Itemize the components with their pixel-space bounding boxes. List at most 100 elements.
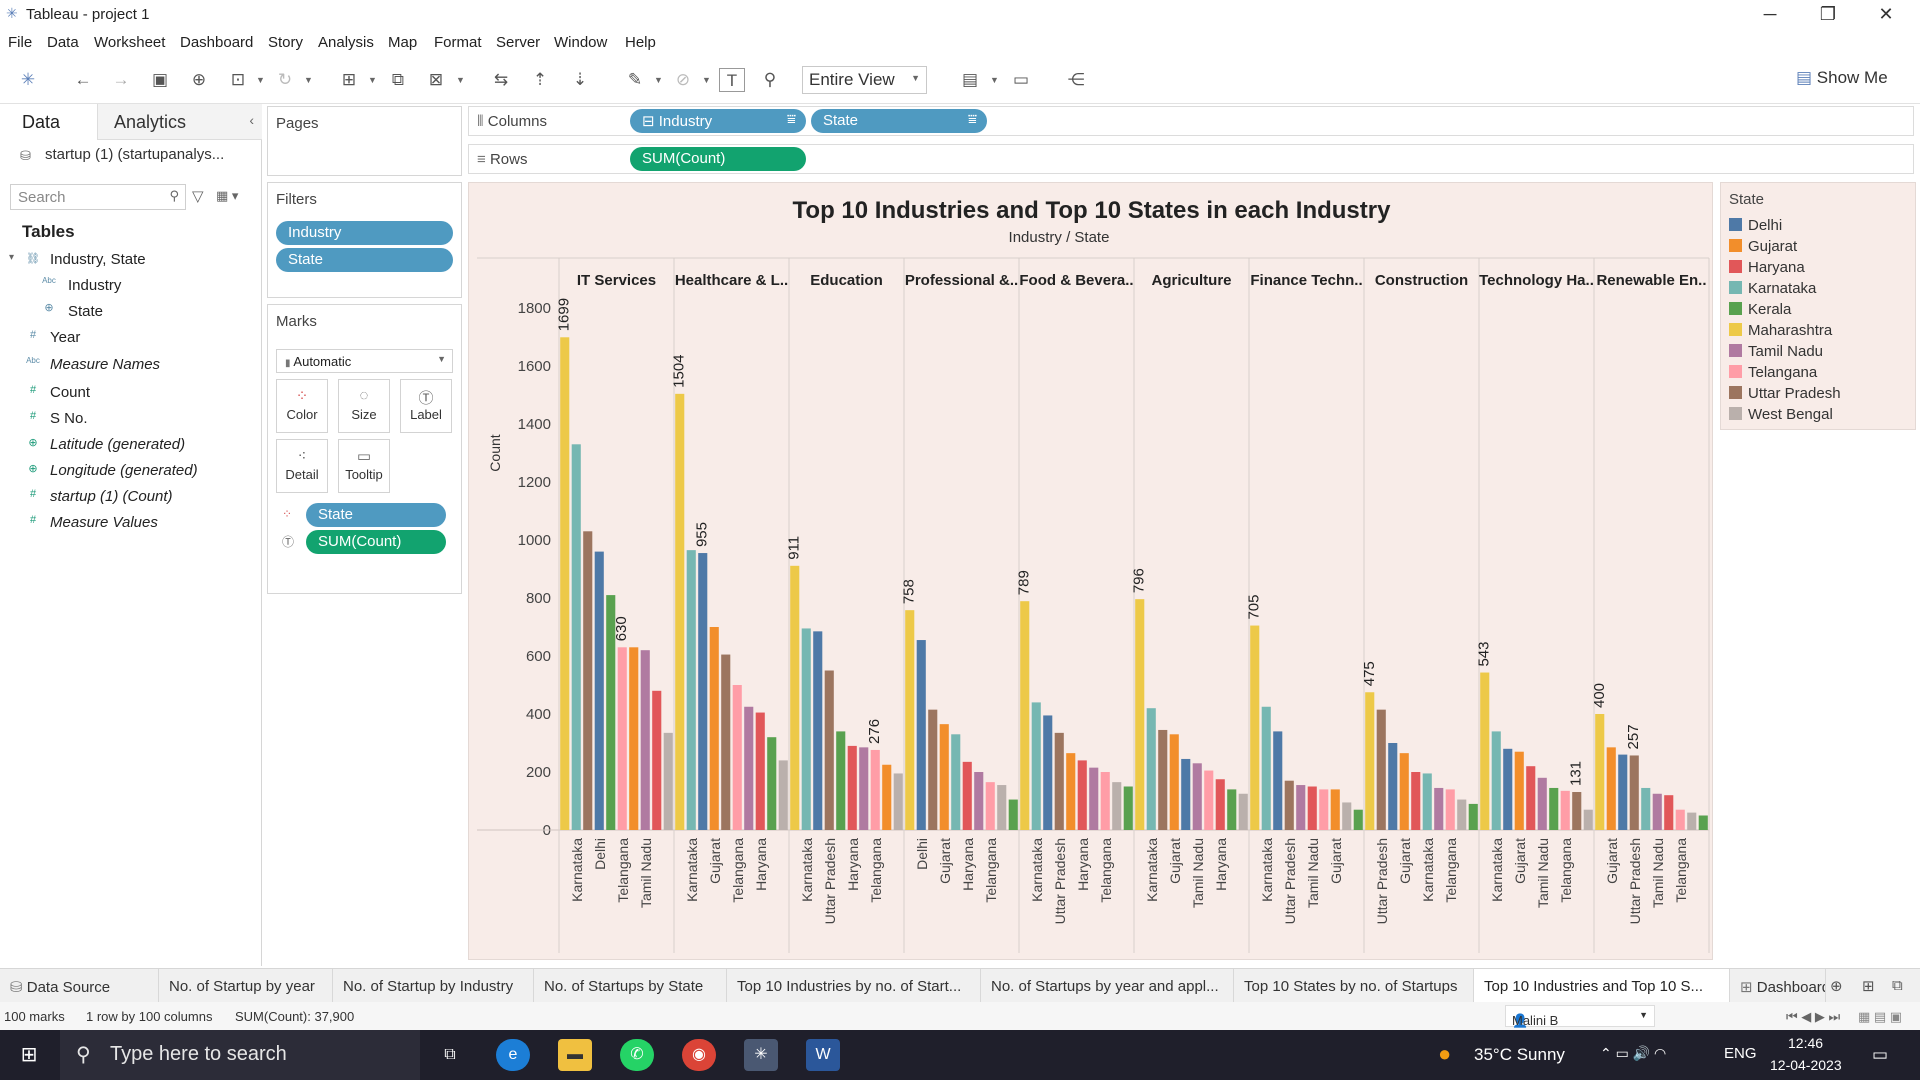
new-worksheet-tab-icon[interactable]: ⊕ <box>1830 978 1843 995</box>
chevron-down-icon[interactable]: ▼ <box>702 75 711 85</box>
pause-updates-icon[interactable]: ⊡ <box>230 70 246 89</box>
menu-data[interactable]: Data <box>47 34 79 51</box>
fit-dropdown[interactable]: Entire View ▼ <box>802 66 927 94</box>
field-search-input[interactable]: Search ⚲ <box>10 184 186 210</box>
group-icon[interactable]: ⊘ <box>675 70 691 89</box>
tab-sheet[interactable]: Top 10 Industries by no. of Start... <box>727 969 981 1003</box>
tab-sheet[interactable]: Top 10 States by no. of Startups <box>1234 969 1474 1003</box>
new-story-tab-icon[interactable]: ⧉ <box>1892 977 1903 994</box>
tab-data-source[interactable]: ⛁ Data Source <box>0 969 159 1003</box>
field-item[interactable]: Industry, State <box>50 251 146 268</box>
show-labels-icon[interactable]: T <box>719 68 745 92</box>
field-item[interactable]: Industry <box>68 277 122 294</box>
word-icon[interactable]: W <box>806 1039 840 1071</box>
columns-pill-state[interactable]: State ⩸ <box>811 109 987 133</box>
menu-worksheet[interactable]: Worksheet <box>94 34 166 51</box>
tab-sheet[interactable]: No. of Startup by year <box>159 969 333 1003</box>
sort-ascending-icon[interactable]: ⇡ <box>532 70 548 89</box>
menu-file[interactable]: File <box>8 34 33 51</box>
columns-shelf[interactable]: ⦀ Columns ⊟ Industry ⩸ State ⩸ <box>468 106 1914 136</box>
filter-icon[interactable]: ▽ <box>192 188 204 205</box>
legend-item[interactable]: Telangana <box>1729 364 1817 381</box>
tableau-taskbar-icon[interactable]: ✳ <box>744 1039 778 1071</box>
mark-type-dropdown[interactable]: ▮ Automatic ▼ <box>276 349 453 373</box>
bar-chart[interactable]: Industry / StateCount0200400600800100012… <box>469 183 1714 961</box>
legend-item[interactable]: Delhi <box>1729 217 1782 234</box>
save-icon[interactable]: ▣ <box>151 70 169 89</box>
sort-descending-icon[interactable]: ⇣ <box>572 70 588 89</box>
field-item[interactable]: S No. <box>50 410 88 427</box>
legend-item[interactable]: Gujarat <box>1729 238 1797 255</box>
field-item[interactable]: Latitude (generated) <box>50 436 186 453</box>
legend-item[interactable]: Karnataka <box>1729 280 1816 297</box>
duplicate-icon[interactable]: ⧉ <box>391 70 405 89</box>
undo-icon[interactable]: ← <box>74 70 92 89</box>
menu-server[interactable]: Server <box>496 34 541 51</box>
tableau-home-icon[interactable]: ✳ <box>20 70 36 89</box>
tab-sheet[interactable]: No. of Startups by State <box>534 969 727 1003</box>
tab-data[interactable]: Data <box>0 104 97 140</box>
menu-analysis[interactable]: Analysis <box>318 34 374 51</box>
clear-sheet-icon[interactable]: ⊠ <box>428 70 444 89</box>
redo-icon[interactable]: → <box>112 70 130 89</box>
task-view-icon[interactable]: ⧉ <box>444 1046 456 1063</box>
chevron-down-icon[interactable]: ▼ <box>654 75 663 85</box>
tab-dashboard[interactable]: ⊞ Dashboard <box>1730 969 1826 1003</box>
tab-sheet[interactable]: No. of Startups by year and appl... <box>981 969 1234 1003</box>
rows-shelf[interactable]: ≡ Rows SUM(Count) <box>468 144 1914 174</box>
datasource-name[interactable]: startup (1) (startupanalys... <box>45 146 225 163</box>
tab-analytics[interactable]: Analytics ‹ <box>97 104 262 140</box>
menu-format[interactable]: Format <box>434 34 482 51</box>
presentation-icon[interactable]: ▭ <box>1012 70 1030 89</box>
color-legend[interactable]: State Delhi Gujarat Haryana Karnataka Kerala… <box>1720 182 1916 430</box>
field-item[interactable]: State <box>68 303 104 320</box>
show-me-button[interactable]: ▤ Show Me <box>1796 68 1888 88</box>
field-item[interactable]: startup (1) (Count) <box>50 488 173 505</box>
highlight-icon[interactable]: ✎ <box>627 70 643 89</box>
tab-sheet-active[interactable]: Top 10 Industries and Top 10 S... <box>1474 969 1730 1003</box>
cards-icon[interactable]: ▤ <box>961 70 979 89</box>
legend-item[interactable]: Maharashtra <box>1729 322 1832 339</box>
filter-pill-state[interactable]: State <box>276 248 453 272</box>
chevron-down-icon[interactable]: ▼ <box>304 75 313 85</box>
swap-icon[interactable]: ⇆ <box>493 70 509 89</box>
new-data-source-icon[interactable]: ⊕ <box>191 70 207 89</box>
clock-time[interactable]: 12:46 <box>1788 1035 1824 1051</box>
color-button[interactable]: ⁘ Color <box>276 379 328 433</box>
marks-pill-state[interactable]: State <box>306 503 446 527</box>
chevron-down-icon[interactable]: ▼ <box>456 75 465 85</box>
sheet-nav-icon[interactable]: ⏮ ◀ ▶ ⏭ <box>1786 1009 1841 1024</box>
taskbar-search[interactable]: ⚲ Type here to search <box>60 1030 420 1080</box>
marks-pill-sum-count[interactable]: SUM(Count) <box>306 530 446 554</box>
notifications-icon[interactable]: ▭ <box>1872 1045 1889 1064</box>
view-options-icon[interactable]: ▦ ▾ <box>216 188 239 203</box>
restore-button[interactable]: ❐ <box>1819 4 1837 24</box>
menu-map[interactable]: Map <box>388 34 418 51</box>
share-icon[interactable]: ⋲ <box>1067 70 1085 89</box>
edge-icon[interactable]: e <box>496 1039 530 1071</box>
menu-window[interactable]: Window <box>554 34 608 51</box>
new-dashboard-tab-icon[interactable]: ⊞ <box>1862 978 1875 995</box>
legend-item[interactable]: Kerala <box>1729 301 1791 318</box>
field-item[interactable]: Count <box>50 384 91 401</box>
collapse-pane-icon[interactable]: ‹ <box>249 112 254 128</box>
legend-item[interactable]: West Bengal <box>1729 406 1833 423</box>
field-item[interactable]: Year <box>50 329 81 346</box>
refresh-icon[interactable]: ↻ <box>277 70 293 89</box>
tab-sheet[interactable]: No. of Startup by Industry <box>333 969 534 1003</box>
view-mode-icon[interactable]: ▦ ▤ ▣ <box>1858 1009 1903 1024</box>
detail-button[interactable]: ⁖ Detail <box>276 439 328 493</box>
tooltip-button[interactable]: ▭ Tooltip <box>338 439 390 493</box>
field-item[interactable]: Measure Values <box>50 514 158 531</box>
windows-start-icon[interactable]: ⊞ <box>20 1044 38 1066</box>
rows-pill-sum-count[interactable]: SUM(Count) <box>630 147 806 171</box>
menu-dashboard[interactable]: Dashboard <box>180 34 254 51</box>
label-button[interactable]: Ⓣ Label <box>400 379 452 433</box>
legend-item[interactable]: Uttar Pradesh <box>1729 385 1841 402</box>
system-tray-icons[interactable]: ⌃ ▭ 🔊 ◠ <box>1600 1045 1667 1061</box>
fix-axes-icon[interactable]: ⚲ <box>763 70 777 89</box>
chevron-down-icon[interactable]: ▼ <box>990 75 999 85</box>
clock-date[interactable]: 12-04-2023 <box>1770 1057 1842 1073</box>
chevron-down-icon[interactable]: ▼ <box>256 75 265 85</box>
language-indicator[interactable]: ENG <box>1724 1045 1757 1062</box>
